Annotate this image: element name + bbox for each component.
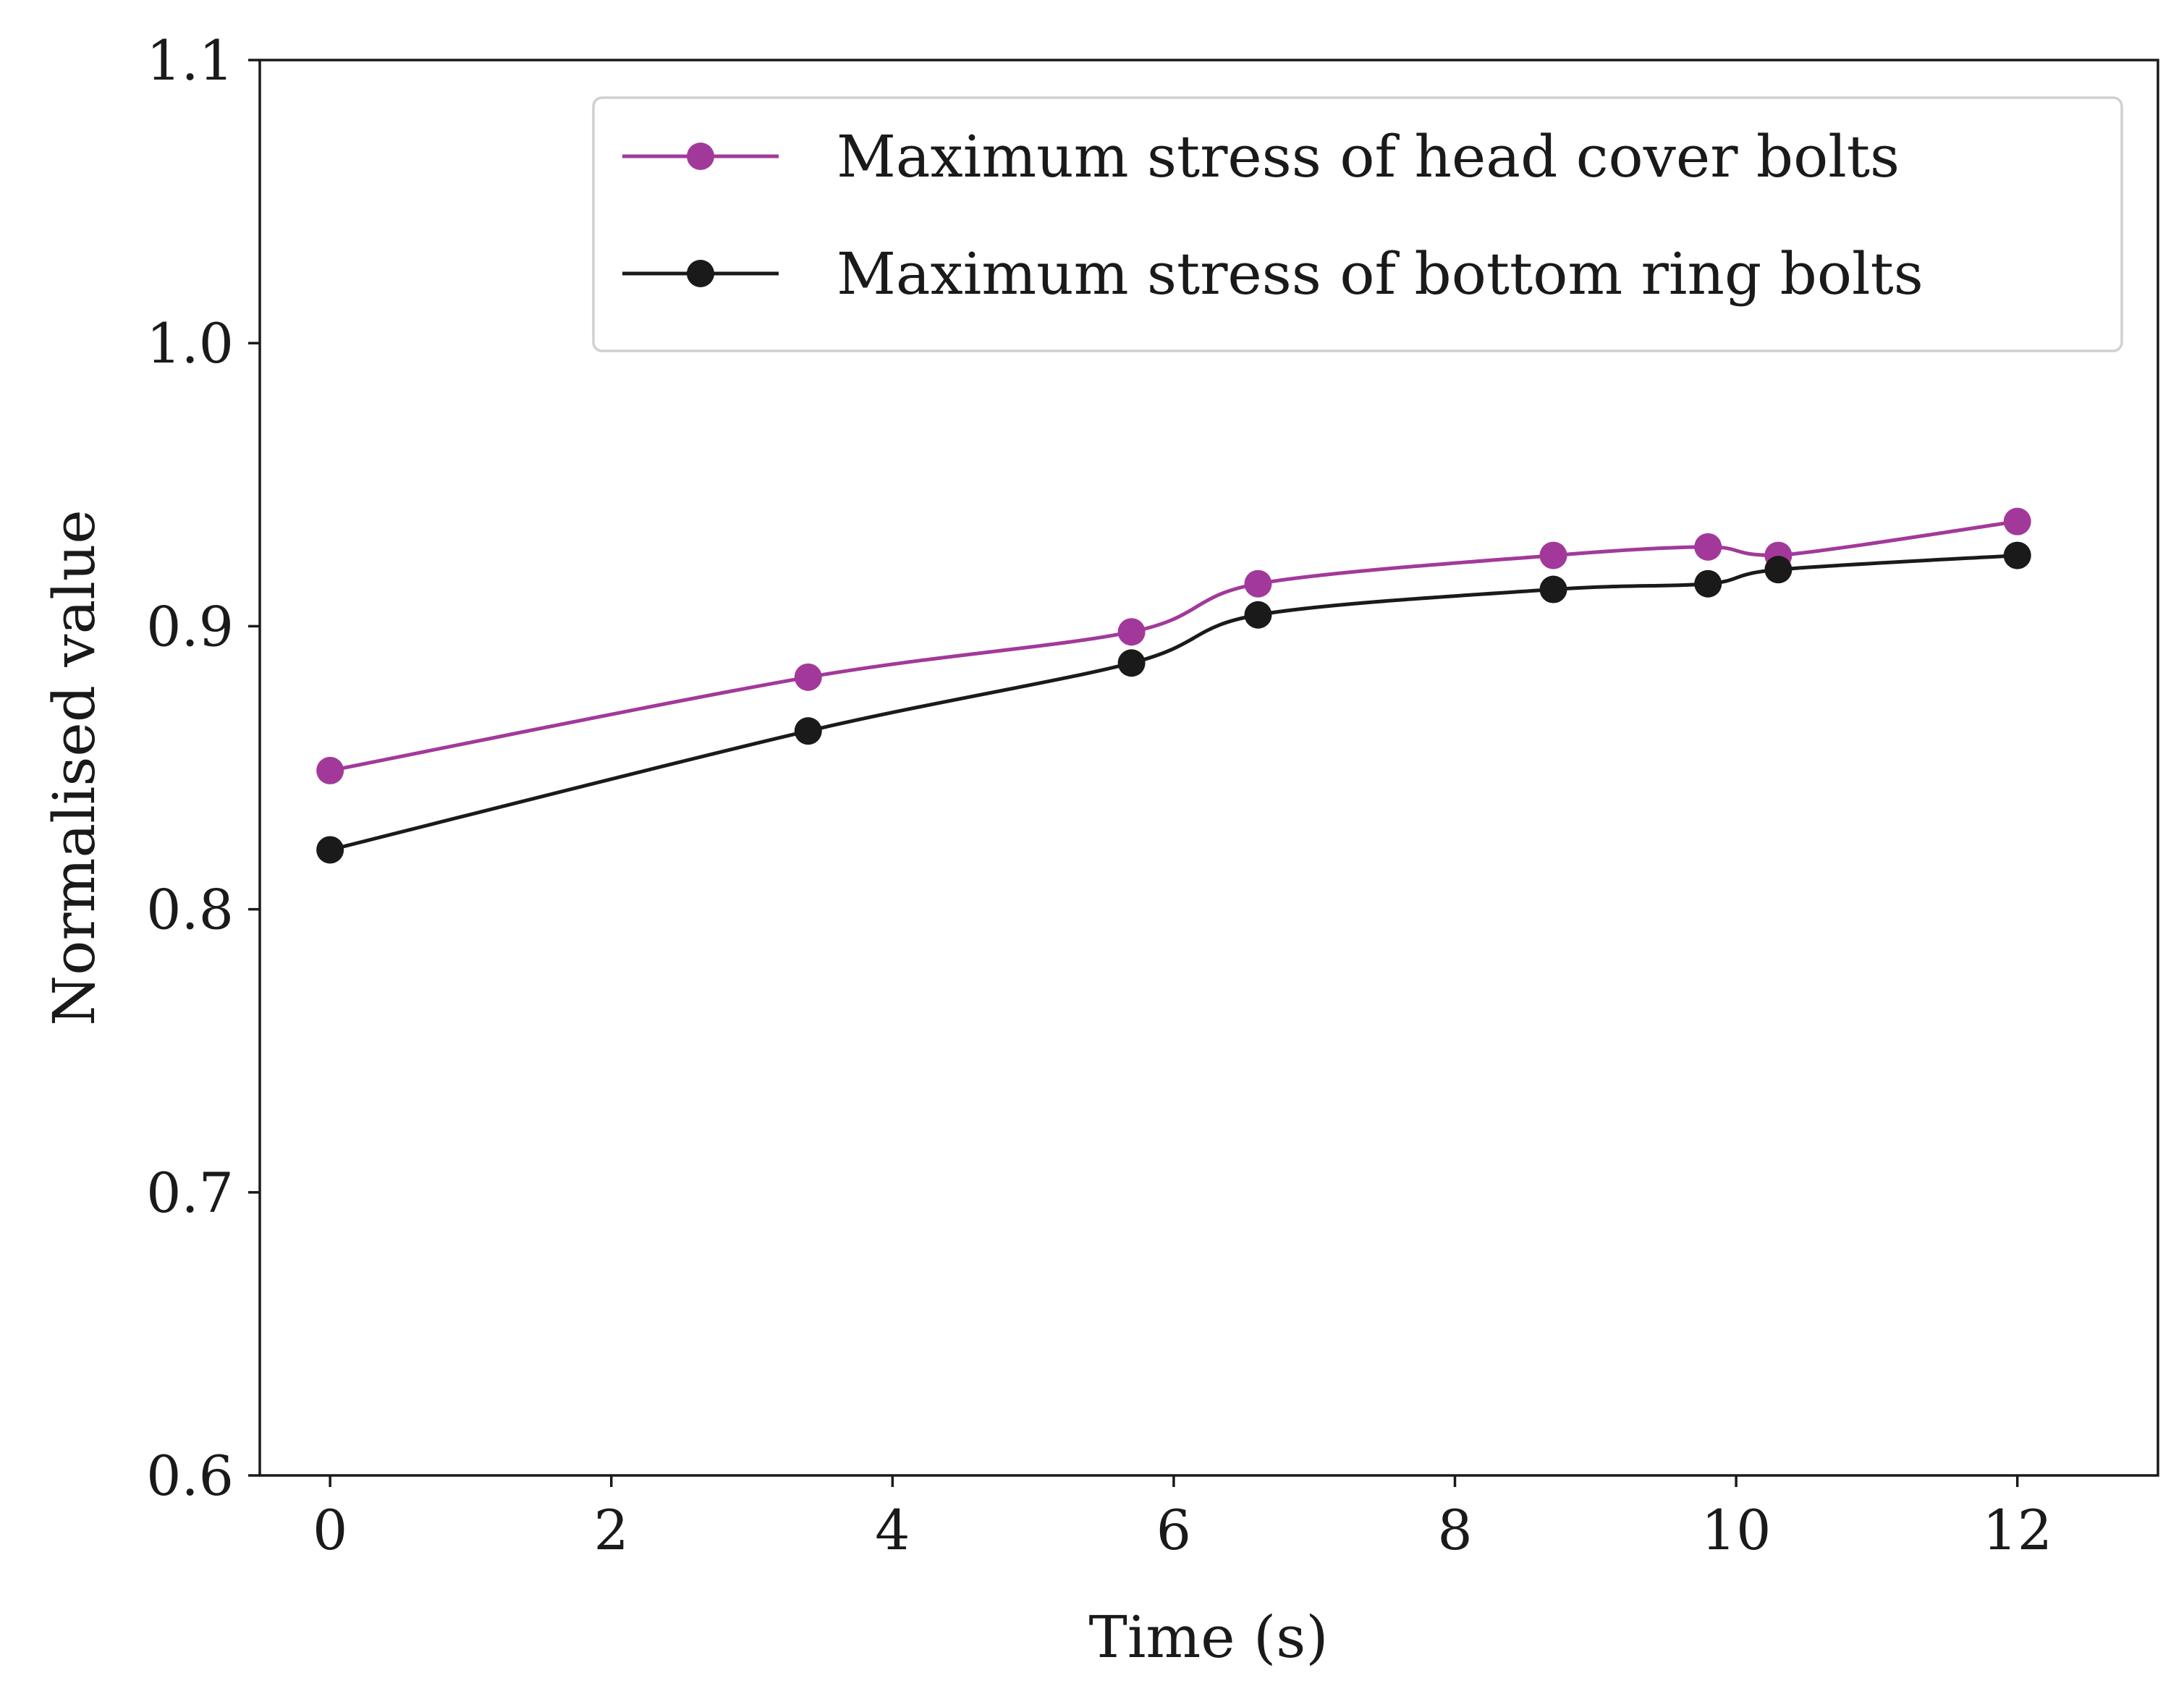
data-point-head-cover xyxy=(1694,533,1722,561)
legend-label-bottom-ring: Maximum stress of bottom ring bolts xyxy=(837,240,1923,308)
data-point-bottom-ring xyxy=(1539,575,1567,603)
x-axis: 0 2 4 6 8 10 12 xyxy=(313,1475,2052,1562)
data-point-bottom-ring xyxy=(1244,601,1272,629)
y-tick-label: 0.7 xyxy=(146,1161,234,1225)
data-point-bottom-ring xyxy=(2003,541,2031,569)
y-tick-label: 0.9 xyxy=(146,594,234,658)
data-point-head-cover xyxy=(2003,507,2031,535)
x-tick-label: 2 xyxy=(594,1498,629,1562)
y-axis: 0.6 0.7 0.8 0.9 1.0 1.1 xyxy=(146,28,260,1508)
y-tick-label: 1.1 xyxy=(146,28,234,93)
x-tick-label: 0 xyxy=(313,1498,347,1562)
data-point-head-cover xyxy=(1539,541,1567,569)
y-axis-title: Normalised value xyxy=(41,509,108,1026)
data-point-bottom-ring xyxy=(1117,649,1146,677)
data-point-head-cover xyxy=(1244,569,1272,598)
x-tick-label: 6 xyxy=(1156,1498,1191,1562)
legend: Maximum stress of head cover bolts Maxim… xyxy=(592,96,2123,352)
y-tick-label: 0.8 xyxy=(146,878,234,942)
y-tick-label: 1.0 xyxy=(146,311,234,376)
x-tick-label: 12 xyxy=(1982,1498,2052,1562)
data-point-head-cover xyxy=(1117,618,1146,646)
legend-label-head-cover: Maximum stress of head cover bolts xyxy=(837,123,1900,190)
x-axis-title: Time (s) xyxy=(1088,1604,1328,1671)
x-tick-label: 8 xyxy=(1437,1498,1472,1562)
data-point-bottom-ring xyxy=(1764,556,1793,584)
data-point-bottom-ring xyxy=(316,836,344,864)
data-point-bottom-ring xyxy=(794,717,822,745)
legend-box xyxy=(592,96,2123,352)
legend-marker-head-cover xyxy=(687,143,714,170)
series-line-head-cover xyxy=(328,520,2020,773)
data-point-head-cover xyxy=(794,663,822,691)
series-bottom-ring xyxy=(316,541,2031,864)
plot-frame xyxy=(258,59,2159,1477)
y-tick-label: 0.6 xyxy=(146,1444,234,1508)
series-head-cover xyxy=(316,507,2031,784)
series-layer xyxy=(316,507,2031,864)
x-tick-label: 4 xyxy=(875,1498,910,1562)
data-point-head-cover xyxy=(316,756,344,784)
x-tick-label: 10 xyxy=(1701,1498,1772,1562)
legend-marker-bottom-ring xyxy=(687,260,714,287)
data-point-bottom-ring xyxy=(1694,569,1722,598)
